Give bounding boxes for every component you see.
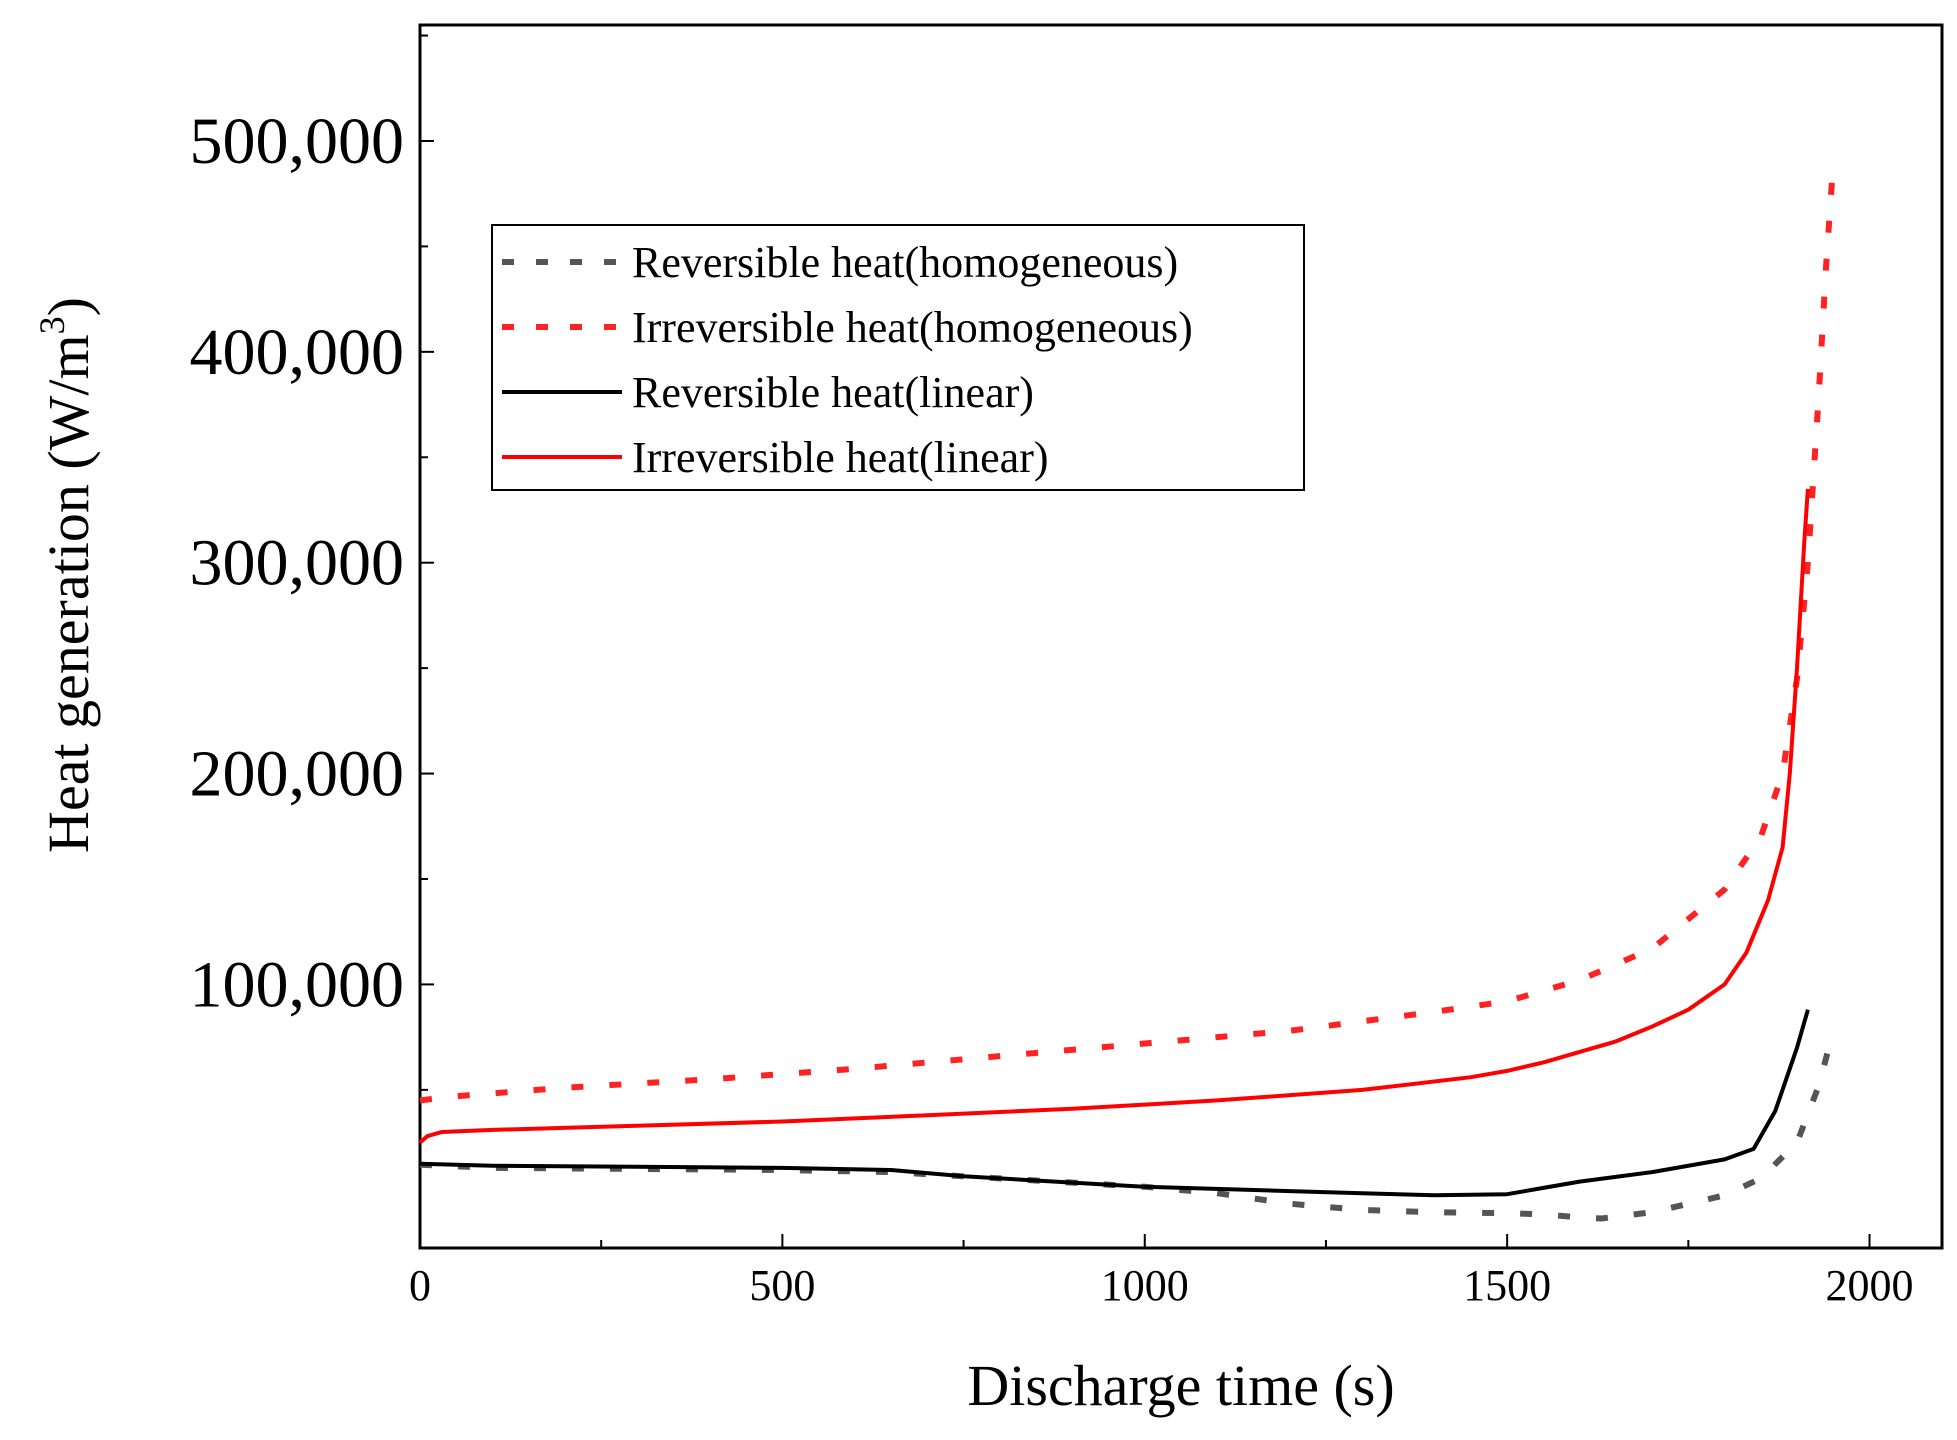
legend-label-irreversible-homogeneous: Irreversible heat(homogeneous) [632,303,1193,352]
y-tick-label: 500,000 [190,105,405,178]
y-axis-label-sup: 3 [32,316,72,334]
series-layer [418,161,1837,1222]
y-tick-label: 300,000 [190,527,405,600]
y-tick-label: 200,000 [190,738,405,811]
legend-box [491,224,1305,491]
legend-label-reversible-homogeneous: Reversible heat(homogeneous) [632,238,1178,287]
x-axis-label: Discharge time (s) [967,1353,1394,1418]
y-axis-label-main: Heat generation (W/m [36,334,101,853]
legend-label-reversible-linear: Reversible heat(linear) [632,368,1034,417]
x-tick-label: 0 [409,1261,431,1310]
y-axis-ticks: 100,000 200,000 300,000 400,000 500,000 [190,34,434,1091]
series-line-3 [418,488,1810,1145]
legend: Reversible heat(homogeneous) Irreversibl… [491,224,1305,491]
x-tick-label: 500 [749,1261,815,1310]
series-line-2 [419,1009,1810,1198]
y-axis-label: Heat generation (W/m3) [32,297,101,853]
legend-label-irreversible-linear: Irreversible heat(linear) [632,433,1049,482]
series-line-0 [419,1030,1837,1222]
x-tick-label: 2000 [1826,1261,1914,1310]
plot-frame [418,23,1944,1250]
y-axis-label-close: ) [36,297,101,316]
y-tick-label: 400,000 [190,316,405,389]
series-line-1 [419,161,1837,1104]
y-tick-label: 100,000 [190,948,405,1021]
x-tick-label: 1500 [1463,1261,1551,1310]
x-tick-label: 1000 [1101,1261,1189,1310]
x-axis-ticks: 0 500 1000 1500 2000 [409,1234,1914,1310]
